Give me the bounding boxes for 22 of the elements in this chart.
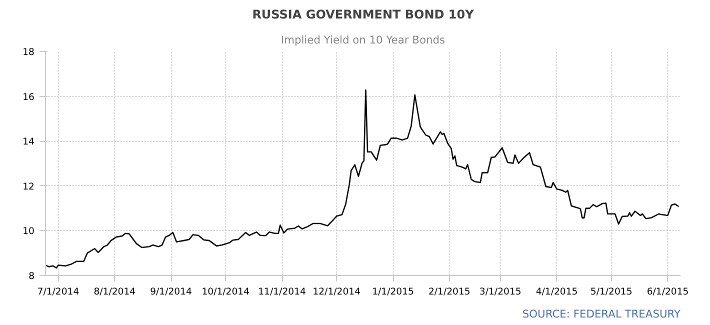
- y-tick-label: 18: [22, 47, 35, 58]
- line-series: [46, 89, 680, 269]
- x-tick-label: 2/1/2015: [428, 286, 470, 298]
- x-tick-label: 7/1/2014: [37, 286, 80, 298]
- y-tick-label: 10: [22, 226, 35, 238]
- chart-subtitle: Implied Yield on 10 Year Bonds: [280, 34, 446, 46]
- x-tick-label: 3/1/2015: [479, 286, 522, 298]
- x-tick-label: 12/1/2014: [312, 286, 361, 298]
- chart-title: RUSSIA GOVERNMENT BOND 10Y: [252, 8, 474, 22]
- x-tick-label: 4/1/2015: [536, 286, 578, 298]
- y-tick-label: 8: [28, 271, 35, 282]
- x-tick-label: 10/1/2014: [202, 286, 250, 298]
- source-note: SOURCE: FEDERAL TREASURY: [522, 308, 681, 320]
- x-tick-label: 8/1/2014: [94, 286, 136, 298]
- x-tick-label: 11/1/2014: [258, 286, 306, 298]
- x-tick-label: 1/1/2015: [372, 286, 414, 298]
- x-tick-label: 5/1/2015: [590, 286, 632, 298]
- y-tick-label: 12: [22, 181, 35, 192]
- x-tick-label: 6/1/2015: [646, 286, 689, 298]
- x-tick-label: 9/1/2014: [150, 286, 192, 298]
- y-tick-label: 14: [22, 136, 35, 148]
- y-tick-label: 16: [22, 92, 35, 103]
